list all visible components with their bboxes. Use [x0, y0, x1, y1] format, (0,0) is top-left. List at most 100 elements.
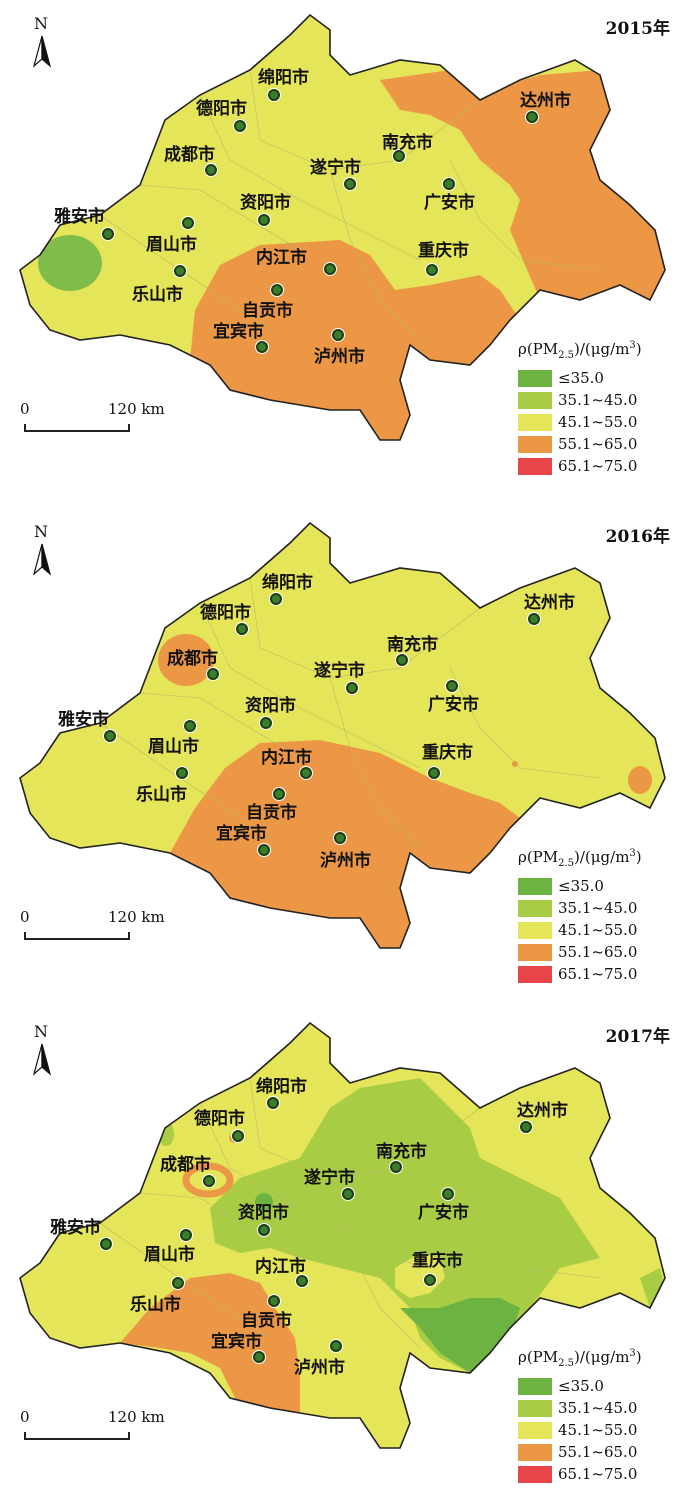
legend-label: 65.1~75.0 — [558, 965, 638, 983]
north-arrow: N — [30, 1022, 54, 1082]
scale-line — [24, 1432, 130, 1440]
legend-swatch — [518, 1421, 552, 1439]
city-marker-neijiang — [300, 767, 312, 779]
legend-swatch — [518, 1377, 552, 1395]
city-label-yaan: 雅安市 — [58, 710, 109, 730]
legend-item: 65.1~75.0 — [518, 963, 688, 985]
city-label-neijiang: 内江市 — [256, 248, 307, 268]
city-label-mianyang: 绵阳市 — [258, 68, 309, 88]
north-arrow-icon — [32, 543, 52, 576]
city-label-zigong: 自贡市 — [246, 803, 297, 823]
city-marker-yibin — [256, 341, 268, 353]
city-label-zigong: 自贡市 — [242, 301, 293, 321]
city-marker-chongqing — [424, 1274, 436, 1286]
legend-item: 55.1~65.0 — [518, 1441, 688, 1463]
map-panel-2015: N 2015年 绵阳市 德阳市 成都市 遂宁市 南充市 达州市 资阳市 广安市 … — [0, 0, 700, 500]
city-marker-yaan — [100, 1238, 112, 1250]
city-marker-meishan — [180, 1229, 192, 1241]
city-marker-luzhou — [330, 1340, 342, 1352]
city-label-dazhou: 达州市 — [517, 1101, 568, 1121]
legend-swatch — [518, 965, 552, 983]
city-marker-yibin — [253, 1351, 265, 1363]
city-label-guangan: 广安市 — [424, 193, 475, 213]
pm25-map-2016 — [19, 521, 666, 949]
legend-item: 35.1~45.0 — [518, 389, 688, 411]
city-marker-zigong — [268, 1295, 280, 1307]
city-label-nanchong: 南充市 — [387, 635, 438, 655]
city-label-ziyang: 资阳市 — [245, 696, 296, 716]
city-marker-leshan — [176, 767, 188, 779]
legend-label: ≤35.0 — [558, 877, 604, 895]
legend: ρ(PM2.5)/(μg/m3) ≤35.0 35.1~45.0 45.1~55… — [518, 848, 688, 985]
legend-swatch — [518, 1443, 552, 1461]
legend-swatch — [518, 413, 552, 431]
city-label-dazhou: 达州市 — [520, 91, 571, 111]
city-marker-yaan — [102, 228, 114, 240]
city-marker-meishan — [184, 720, 196, 732]
north-arrow-icon — [32, 1043, 52, 1076]
city-label-yaan: 雅安市 — [54, 207, 105, 227]
legend-label: 35.1~45.0 — [558, 391, 638, 409]
city-label-yibin: 宜宾市 — [213, 322, 264, 342]
city-marker-suining — [344, 178, 356, 190]
legend-item: 45.1~55.0 — [518, 411, 688, 433]
city-marker-chengdu — [205, 164, 217, 176]
city-marker-ziyang — [258, 214, 270, 226]
legend-item: 45.1~55.0 — [518, 919, 688, 941]
north-arrow: N — [30, 14, 54, 74]
city-label-suining: 遂宁市 — [304, 1168, 355, 1188]
city-marker-guangan — [446, 680, 458, 692]
city-label-deyang: 德阳市 — [196, 99, 247, 119]
legend-item: 65.1~75.0 — [518, 455, 688, 477]
city-label-guangan: 广安市 — [418, 1203, 469, 1223]
legend-label: ≤35.0 — [558, 1377, 604, 1395]
legend-label: 45.1~55.0 — [558, 1421, 638, 1439]
scale-line — [24, 424, 130, 432]
city-marker-leshan — [174, 265, 186, 277]
city-label-yaan: 雅安市 — [50, 1218, 101, 1238]
city-marker-meishan — [182, 217, 194, 229]
city-marker-dazhou — [528, 613, 540, 625]
scale-distance-label: 120 km — [108, 908, 165, 926]
city-label-suining: 遂宁市 — [314, 661, 365, 681]
city-marker-ziyang — [260, 717, 272, 729]
city-label-deyang: 德阳市 — [194, 1109, 245, 1129]
scale-distance-label: 120 km — [108, 400, 165, 418]
city-label-nanchong: 南充市 — [382, 133, 433, 153]
city-marker-yaan — [104, 730, 116, 742]
legend-swatch — [518, 921, 552, 939]
legend-item: 55.1~65.0 — [518, 433, 688, 455]
city-marker-zigong — [271, 284, 283, 296]
city-label-luzhou: 泸州市 — [314, 347, 365, 367]
legend-label: 65.1~75.0 — [558, 457, 638, 475]
city-marker-luzhou — [334, 832, 346, 844]
legend: ρ(PM2.5)/(μg/m3) ≤35.0 35.1~45.0 45.1~55… — [518, 340, 688, 477]
legend-label: 35.1~45.0 — [558, 1399, 638, 1417]
north-label: N — [34, 14, 48, 33]
city-marker-mianyang — [268, 89, 280, 101]
city-label-nanchong: 南充市 — [376, 1142, 427, 1162]
legend-label: 45.1~55.0 — [558, 413, 638, 431]
city-label-neijiang: 内江市 — [255, 1257, 306, 1277]
city-marker-suining — [346, 682, 358, 694]
city-marker-dazhou — [520, 1121, 532, 1133]
city-label-mianyang: 绵阳市 — [262, 573, 313, 593]
legend-label: 65.1~75.0 — [558, 1465, 638, 1483]
city-label-chongqing: 重庆市 — [412, 1251, 463, 1271]
north-arrow-icon — [32, 35, 52, 68]
legend-label: 35.1~45.0 — [558, 899, 638, 917]
city-marker-ziyang — [258, 1224, 270, 1236]
city-marker-nanchong — [390, 1161, 402, 1173]
legend-label: 55.1~65.0 — [558, 435, 638, 453]
city-label-neijiang: 内江市 — [261, 748, 312, 768]
city-label-guangan: 广安市 — [428, 695, 479, 715]
scale-bar: 0 120 km — [20, 908, 165, 942]
legend-title: ρ(PM2.5)/(μg/m3) — [518, 1348, 642, 1369]
pm25-map-2017 — [19, 1021, 666, 1449]
map-panel-2016: N 2016年 绵阳市 德阳市 成都市 遂宁市 南充市 达州市 资阳市 广安市 … — [0, 508, 700, 1008]
legend-item: ≤35.0 — [518, 875, 688, 897]
legend-label: 55.1~65.0 — [558, 943, 638, 961]
city-label-leshan: 乐山市 — [130, 1295, 181, 1315]
city-marker-nanchong — [393, 150, 405, 162]
city-marker-neijiang — [324, 263, 336, 275]
